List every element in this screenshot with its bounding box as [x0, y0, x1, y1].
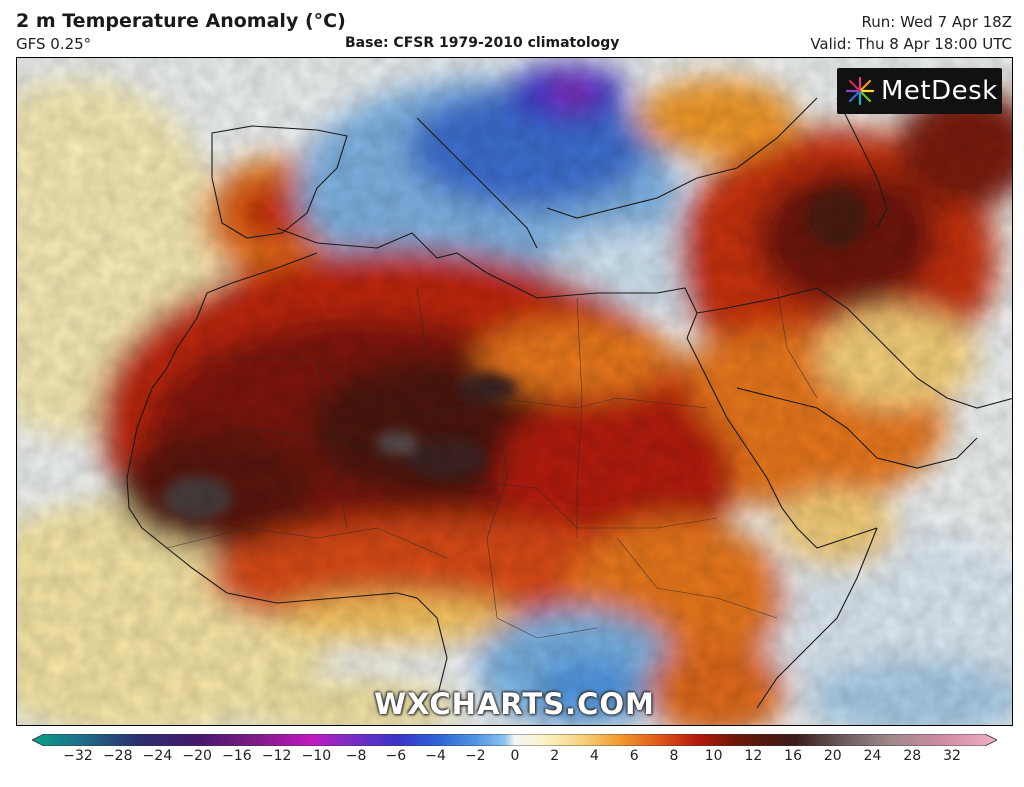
metdesk-logo: MetDesk	[837, 68, 1002, 114]
run-time-label: Run: Wed 7 Apr 18Z	[861, 13, 1012, 31]
colorbar-tick-label: −8	[345, 748, 367, 764]
base-climatology-label: Base: CFSR 1979-2010 climatology	[345, 35, 620, 51]
colorbar-tick-label: −2	[464, 748, 486, 764]
colorbar-tick-label: 20	[823, 748, 842, 764]
colorbar-tick-label: 12	[744, 748, 763, 764]
map-canvas	[17, 58, 1012, 725]
colorbar-tick-label: 2	[550, 748, 560, 764]
colorbar-tick-label: 24	[863, 748, 882, 764]
colorbar-tick-label: 8	[669, 748, 679, 764]
colorbar-tick-labels: −32 −28 −24 −20 −16 −12 −10 −8 −6 −4 −2 0 2 4 6 8 10 12 16…	[0, 748, 1024, 768]
wxcharts-watermark: WXCHARTS.COM	[374, 687, 655, 721]
model-label: GFS 0.25°	[16, 35, 92, 53]
colorbar	[32, 734, 997, 746]
colorbar-tick-label: −12	[261, 748, 292, 764]
colorbar-tick-label: −32	[63, 748, 93, 764]
colorbar-tick-label: −4	[425, 748, 446, 764]
colorbar-tick-label: −10	[301, 748, 332, 764]
colorbar-tick-label: 4	[589, 748, 599, 764]
colorbar-tick-label: 6	[629, 748, 639, 764]
colorbar-tick-label: 28	[903, 748, 922, 764]
anomaly-map[interactable]: MetDesk WXCHARTS.COM	[16, 57, 1013, 726]
metdesk-logo-text: MetDesk	[881, 76, 998, 106]
metdesk-burst-icon	[845, 76, 875, 106]
colorbar-tick-label: 16	[784, 748, 802, 764]
colorbar-tick-label: −24	[142, 748, 173, 764]
coastlines	[126, 97, 1012, 709]
chart-title: 2 m Temperature Anomaly (°C)	[16, 10, 346, 32]
valid-time-label: Valid: Thu 8 Apr 18:00 UTC	[810, 35, 1012, 53]
colorbar-tick-label: 32	[943, 748, 961, 764]
colorbar-tick-label: 0	[510, 748, 520, 764]
colorbar-tick-label: −20	[182, 748, 212, 764]
colorbar-tick-label: −28	[102, 748, 133, 764]
colorbar-tick-label: −16	[222, 748, 252, 764]
country-borders	[166, 287, 818, 639]
colorbar-tick-label: 10	[704, 748, 723, 764]
colorbar-tick-label: −6	[385, 748, 407, 764]
